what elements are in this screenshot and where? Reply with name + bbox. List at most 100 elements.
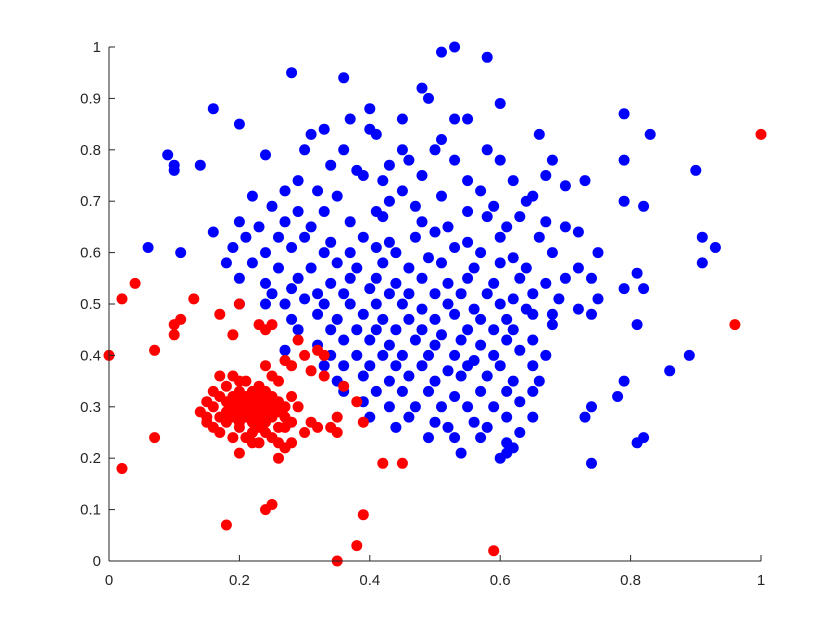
data-point — [507, 293, 519, 305]
data-point — [175, 313, 187, 325]
data-point — [292, 324, 304, 336]
data-point — [331, 411, 343, 423]
data-point — [488, 324, 500, 336]
data-point — [214, 370, 226, 382]
data-point — [207, 385, 219, 397]
data-point — [305, 262, 317, 274]
data-point — [325, 324, 337, 336]
data-point — [409, 401, 421, 413]
data-point — [436, 329, 447, 341]
y-tick-label: 0.9 — [80, 90, 101, 107]
data-point — [527, 360, 539, 372]
data-point — [331, 427, 343, 438]
data-point — [266, 288, 278, 300]
data-point — [449, 391, 461, 402]
data-point — [403, 370, 415, 382]
data-point — [351, 349, 363, 361]
data-point — [755, 128, 767, 140]
data-point — [168, 329, 180, 341]
data-point — [396, 113, 408, 125]
data-point — [383, 375, 395, 387]
data-point — [273, 262, 284, 274]
data-point — [501, 411, 513, 423]
data-point — [233, 272, 245, 284]
data-point — [273, 452, 284, 464]
data-point — [233, 118, 245, 130]
data-point — [462, 175, 474, 187]
data-point — [129, 277, 141, 289]
data-point — [312, 421, 324, 433]
data-point — [546, 308, 558, 320]
data-point — [149, 344, 161, 356]
data-point — [423, 349, 434, 361]
data-point — [481, 421, 493, 433]
data-point — [638, 200, 650, 212]
data-point — [429, 375, 441, 387]
data-point — [468, 416, 480, 428]
data-point — [729, 319, 741, 331]
data-point — [475, 313, 487, 325]
data-point — [377, 175, 389, 187]
data-point — [260, 149, 271, 161]
data-point — [299, 427, 311, 438]
data-point — [462, 401, 474, 413]
data-point — [325, 159, 337, 171]
data-point — [638, 283, 650, 295]
data-point — [429, 288, 441, 300]
data-point — [696, 231, 708, 243]
data-point — [501, 334, 513, 346]
data-point — [429, 226, 441, 238]
data-point — [299, 293, 311, 305]
data-point — [442, 277, 454, 289]
data-point — [338, 360, 350, 372]
data-point — [409, 231, 421, 243]
data-point — [357, 170, 369, 181]
data-point — [429, 313, 441, 325]
data-point — [462, 206, 474, 217]
data-point — [494, 154, 506, 166]
data-point — [507, 252, 519, 264]
data-point — [318, 206, 330, 217]
data-point — [488, 277, 500, 289]
data-point — [396, 385, 408, 397]
data-point — [579, 411, 591, 423]
data-point — [462, 272, 474, 284]
data-point — [240, 231, 252, 243]
data-point — [494, 298, 506, 310]
data-point — [292, 175, 304, 187]
data-point — [396, 349, 408, 361]
data-point — [377, 349, 389, 361]
data-point — [279, 216, 291, 228]
data-point — [533, 375, 545, 387]
y-tick-label: 0.5 — [80, 296, 101, 313]
data-point — [331, 190, 343, 202]
data-point — [286, 360, 298, 372]
data-point — [442, 365, 454, 377]
data-point — [494, 231, 506, 243]
data-point — [201, 411, 213, 423]
data-point — [318, 360, 330, 372]
data-point — [383, 236, 395, 248]
data-point — [455, 447, 467, 459]
data-point — [370, 298, 382, 310]
data-point — [299, 349, 311, 361]
data-point — [383, 401, 395, 413]
data-point — [586, 272, 597, 284]
data-point — [279, 185, 291, 197]
data-point — [220, 380, 232, 392]
data-point — [279, 298, 291, 310]
data-point — [592, 293, 604, 305]
data-point — [292, 401, 304, 413]
data-point — [409, 334, 421, 346]
data-point — [416, 82, 428, 94]
data-point — [403, 411, 415, 423]
data-point — [253, 221, 265, 233]
data-point — [559, 272, 571, 284]
data-point — [286, 67, 298, 79]
data-point — [527, 288, 539, 300]
data-point — [364, 360, 376, 372]
data-point — [116, 293, 128, 305]
data-point — [279, 401, 291, 413]
data-point — [546, 154, 558, 166]
